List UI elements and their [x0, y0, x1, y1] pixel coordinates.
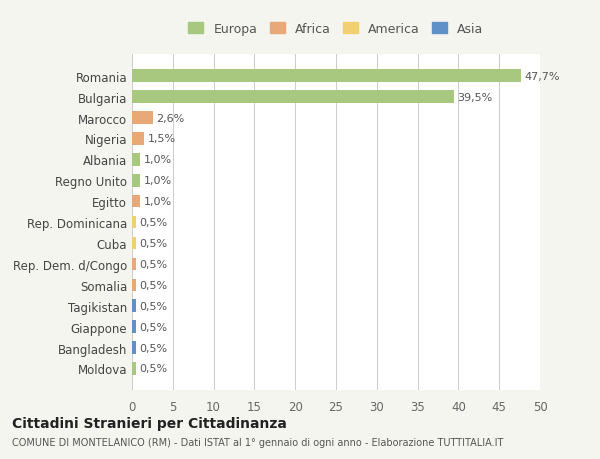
Text: 0,5%: 0,5%	[139, 280, 167, 290]
Bar	[132, 91, 454, 104]
Text: 1,0%: 1,0%	[143, 155, 172, 165]
Bar	[132, 341, 136, 354]
Text: 47,7%: 47,7%	[524, 72, 560, 82]
Bar	[132, 174, 140, 187]
Legend: Europa, Africa, America, Asia: Europa, Africa, America, Asia	[184, 18, 488, 41]
Bar	[132, 363, 136, 375]
Text: 0,5%: 0,5%	[139, 343, 167, 353]
Text: 0,5%: 0,5%	[139, 259, 167, 269]
Text: 0,5%: 0,5%	[139, 301, 167, 311]
Bar	[132, 279, 136, 291]
Bar	[132, 133, 144, 146]
Text: 0,5%: 0,5%	[139, 322, 167, 332]
Text: 0,5%: 0,5%	[139, 218, 167, 228]
Bar	[132, 237, 136, 250]
Bar	[132, 216, 136, 229]
Text: 1,0%: 1,0%	[143, 176, 172, 186]
Text: 0,5%: 0,5%	[139, 364, 167, 374]
Bar	[132, 321, 136, 333]
Bar	[132, 196, 140, 208]
Bar	[132, 154, 140, 166]
Bar	[132, 300, 136, 312]
Text: Cittadini Stranieri per Cittadinanza: Cittadini Stranieri per Cittadinanza	[12, 416, 287, 430]
Text: COMUNE DI MONTELANICO (RM) - Dati ISTAT al 1° gennaio di ogni anno - Elaborazion: COMUNE DI MONTELANICO (RM) - Dati ISTAT …	[12, 437, 503, 447]
Text: 1,0%: 1,0%	[143, 197, 172, 207]
Bar	[132, 258, 136, 271]
Bar	[132, 70, 521, 83]
Text: 39,5%: 39,5%	[458, 92, 493, 102]
Bar	[132, 112, 153, 124]
Text: 1,5%: 1,5%	[148, 134, 176, 144]
Text: 2,6%: 2,6%	[157, 113, 185, 123]
Text: 0,5%: 0,5%	[139, 239, 167, 248]
